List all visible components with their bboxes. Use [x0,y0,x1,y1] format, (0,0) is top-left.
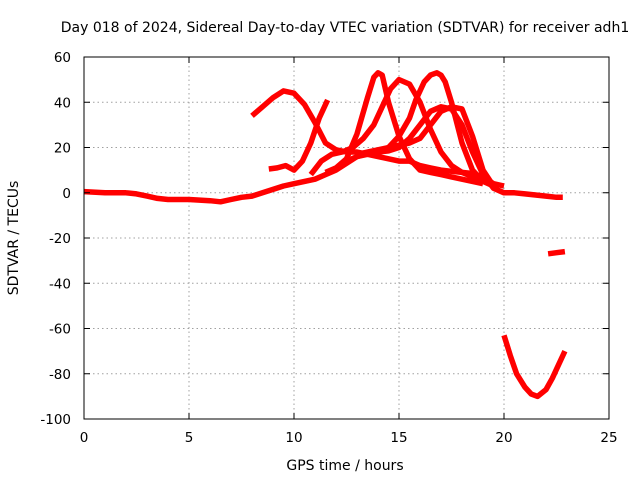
satellite-track-5 [324,70,484,187]
y-tick-label: 20 [54,141,71,157]
satellite-track-1 [83,104,563,205]
series-layer [83,70,568,400]
y-tick-label: -20 [49,231,71,247]
x-axis-label: GPS time / hours [286,458,403,474]
y-tick-label: -40 [49,276,71,292]
y-axis-label: SDTVAR / TECUs [6,181,22,296]
satellite-track-8 [501,334,568,400]
y-tick-label: 60 [54,50,71,66]
y-tick-label: 0 [62,186,71,202]
chart-title: Day 018 of 2024, Sidereal Day-to-day VTE… [61,20,629,36]
y-tick-label: -100 [40,412,71,428]
satellite-track-4 [308,76,495,187]
grid-lines [84,57,609,419]
y-tick-label: -60 [49,322,71,338]
y-tick-label: 40 [54,95,71,111]
x-tick-labels: 0 5 10 15 20 25 [80,430,618,446]
y-tick-label: -80 [49,367,71,383]
y-tick-labels: -100 -80 -60 -40 -20 0 20 40 60 [40,50,71,428]
x-tick-label: 20 [495,430,512,446]
x-tick-label: 15 [390,430,407,446]
x-tick-label: 5 [185,430,194,446]
satellite-track-7 [356,104,496,188]
satellite-track-3 [268,98,331,173]
x-tick-label: 25 [600,430,617,446]
axis-ticks [83,56,610,420]
x-tick-label: 10 [285,430,302,446]
satellite-track-9 [547,248,566,257]
x-tick-label: 0 [80,430,89,446]
